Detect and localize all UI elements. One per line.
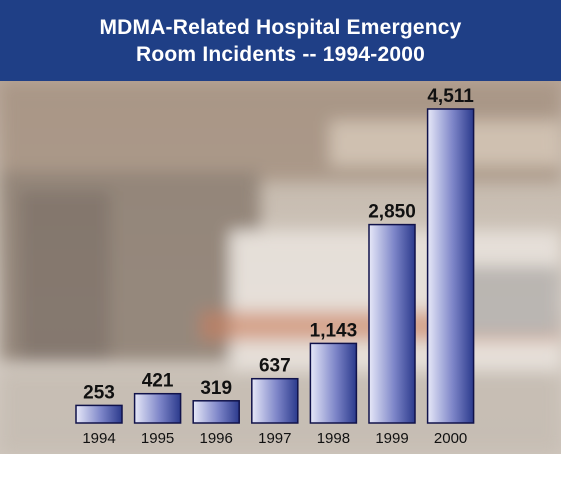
chart-title-line-1: MDMA-Related Hospital Emergency bbox=[99, 15, 462, 39]
bar-chart: 253 421 319 637 1,143 2,850 4,511 1994 1995 1996… bbox=[75, 86, 475, 447]
x-tick-label-1995: 1995 bbox=[141, 430, 174, 447]
x-tick-label-1996: 1996 bbox=[200, 430, 233, 447]
bar-1999 bbox=[368, 223, 416, 424]
bottom-band bbox=[0, 454, 561, 478]
x-tick-label-1999: 1999 bbox=[375, 430, 408, 447]
x-tick-label-2000: 2000 bbox=[434, 430, 467, 447]
bar-value-label-1994: 253 bbox=[83, 382, 115, 403]
bar-value-label-2000: 4,511 bbox=[427, 86, 474, 107]
bar-value-label-1998: 1,143 bbox=[310, 320, 358, 341]
bar-2000 bbox=[426, 108, 475, 424]
bar-1996 bbox=[192, 400, 240, 424]
bar-1997 bbox=[251, 377, 299, 424]
chart-title-line-2: Room Incidents -- 1994-2000 bbox=[136, 42, 425, 66]
x-tick-label-1997: 1997 bbox=[258, 430, 291, 447]
bar-1998 bbox=[309, 342, 358, 424]
bar-1995 bbox=[133, 392, 182, 424]
bar-value-label-1997: 637 bbox=[259, 356, 291, 377]
title-bar: MDMA-Related Hospital Emergency Room Inc… bbox=[0, 0, 561, 81]
bar-value-label-1999: 2,850 bbox=[368, 202, 416, 223]
x-tick-label-1998: 1998 bbox=[317, 430, 350, 447]
bar-1994 bbox=[75, 404, 123, 424]
bar-value-label-1996: 319 bbox=[200, 378, 232, 399]
chart-background: 253 421 319 637 1,143 2,850 4,511 1994 1995 1996… bbox=[0, 81, 561, 454]
x-tick-label-1994: 1994 bbox=[82, 430, 115, 447]
bar-value-label-1995: 421 bbox=[142, 371, 174, 392]
